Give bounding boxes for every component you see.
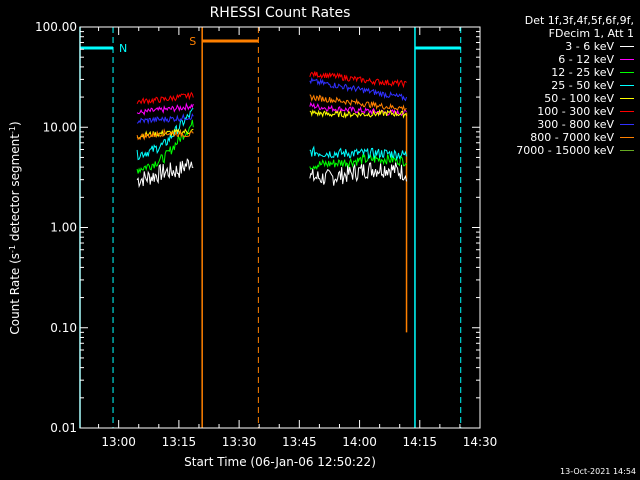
y-axis-label: Count Rate (s-1 detector segment-1) — [8, 121, 23, 334]
legend-swatch — [620, 124, 634, 125]
series-line — [309, 71, 407, 89]
x-tick-label: 14:00 — [342, 435, 377, 449]
series-line — [136, 113, 194, 125]
y-tick-label: 10.00 — [43, 120, 77, 134]
series-layer — [136, 71, 407, 189]
night-flag-label: N — [119, 42, 127, 55]
series-line — [309, 94, 407, 112]
legend-entry-label: 6 - 12 keV — [558, 53, 614, 66]
plot-frame — [79, 26, 481, 429]
legend: Det 1f,3f,4f,5f,6f,9f, FDecim 1, Att 1 3… — [516, 14, 634, 157]
x-tick-label: 14:30 — [463, 435, 498, 449]
legend-entry: 100 - 300 keV — [516, 105, 634, 118]
y-tick-label: 1.00 — [50, 221, 77, 235]
series-line — [309, 162, 407, 186]
legend-entry: 3 - 6 keV — [516, 40, 634, 53]
legend-entry: 800 - 7000 keV — [516, 131, 634, 144]
y-tick-label: 0.10 — [50, 321, 77, 335]
saa-flag-label: S — [189, 35, 196, 48]
legend-entry-label: 3 - 6 keV — [565, 40, 614, 53]
x-tick-label: 13:00 — [101, 435, 136, 449]
series-line — [136, 91, 194, 106]
x-tick-label: 13:30 — [222, 435, 257, 449]
x-tick-label: 13:15 — [162, 435, 197, 449]
y-tick-label: 0.01 — [50, 421, 77, 435]
timestamp: 13-Oct-2021 14:54 — [560, 467, 636, 476]
tick-layer: 0.01 0.10 1.00 10.00 100.00 13:00 13:15 13:30 13… — [35, 20, 497, 449]
legend-entry: 300 - 800 keV — [516, 118, 634, 131]
series-line — [136, 128, 194, 141]
chart-title: RHESSI Count Rates — [210, 5, 351, 21]
legend-swatch — [620, 85, 634, 86]
series-line — [309, 77, 407, 102]
legend-entry-label: 50 - 100 keV — [544, 92, 614, 105]
legend-header-2: FDecim 1, Att 1 — [548, 27, 634, 40]
series-line — [136, 108, 194, 161]
y-tick-label: 100.00 — [35, 20, 77, 34]
legend-entry-label: 800 - 7000 keV — [530, 131, 614, 144]
legend-swatch — [620, 150, 634, 151]
legend-swatch — [620, 98, 634, 99]
series-line — [309, 108, 407, 119]
legend-entry-label: 25 - 50 keV — [551, 79, 614, 92]
x-tick-label: 13:45 — [282, 435, 317, 449]
series-line — [136, 102, 194, 116]
x-axis-label: Start Time (06-Jan-06 12:50:22) — [184, 455, 376, 469]
legend-entry: 6 - 12 keV — [516, 53, 634, 66]
legend-entry-label: 7000 - 15000 keV — [516, 144, 614, 157]
legend-entry-label: 12 - 25 keV — [551, 66, 614, 79]
series-line — [136, 158, 194, 189]
series-line — [309, 145, 407, 161]
x-tick-label: 14:15 — [402, 435, 437, 449]
legend-entry: 12 - 25 keV — [516, 66, 634, 79]
legend-swatch — [620, 137, 634, 138]
legend-header-1: Det 1f,3f,4f,5f,6f,9f, — [524, 14, 634, 27]
legend-swatch — [620, 59, 634, 60]
legend-swatch — [620, 72, 634, 73]
legend-entries: 3 - 6 keV 6 - 12 keV 12 - 25 keV 25 - 50 ke… — [516, 40, 634, 157]
legend-entry-label: 100 - 300 keV — [537, 105, 614, 118]
series-line — [309, 153, 407, 170]
legend-entry: 7000 - 15000 keV — [516, 144, 634, 157]
legend-entry: 25 - 50 keV — [516, 79, 634, 92]
legend-swatch — [620, 46, 634, 47]
legend-entry-label: 300 - 800 keV — [537, 118, 614, 131]
legend-entry: 50 - 100 keV — [516, 92, 634, 105]
legend-swatch — [620, 111, 634, 112]
